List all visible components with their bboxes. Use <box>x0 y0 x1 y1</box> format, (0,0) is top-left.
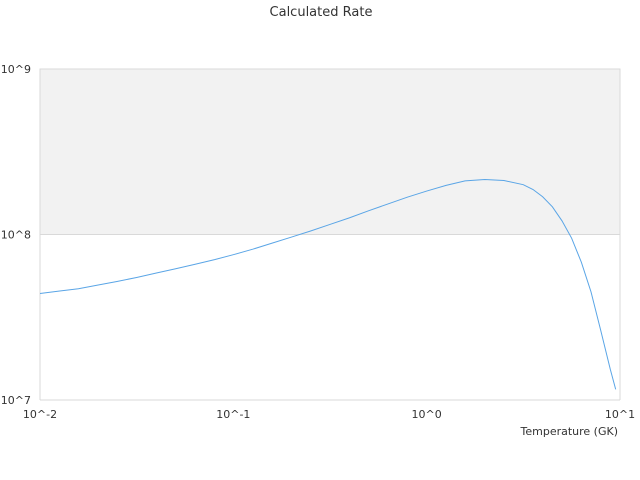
x-tick-label: 10^1 <box>605 408 635 421</box>
y-tick-label: 10^8 <box>1 229 31 242</box>
y-axis-ticks: 10^7 10^8 10^9 <box>1 63 31 407</box>
y-tick-label: 10^7 <box>1 394 31 407</box>
y-tick-label: 10^9 <box>1 63 31 76</box>
x-tick-label: 10^0 <box>412 408 442 421</box>
x-tick-label: 10^-1 <box>216 408 250 421</box>
chart-title: Calculated Rate <box>270 5 373 20</box>
x-axis-label: Temperature (GK) <box>520 425 619 438</box>
shaded-band <box>40 69 620 235</box>
plot-frame <box>39 68 621 401</box>
x-axis-ticks: 10^-2 10^-1 10^0 10^1 <box>23 408 635 421</box>
series-layer <box>39 178 617 390</box>
rate-series-line <box>39 178 617 390</box>
x-tick-label: 10^-2 <box>23 408 57 421</box>
